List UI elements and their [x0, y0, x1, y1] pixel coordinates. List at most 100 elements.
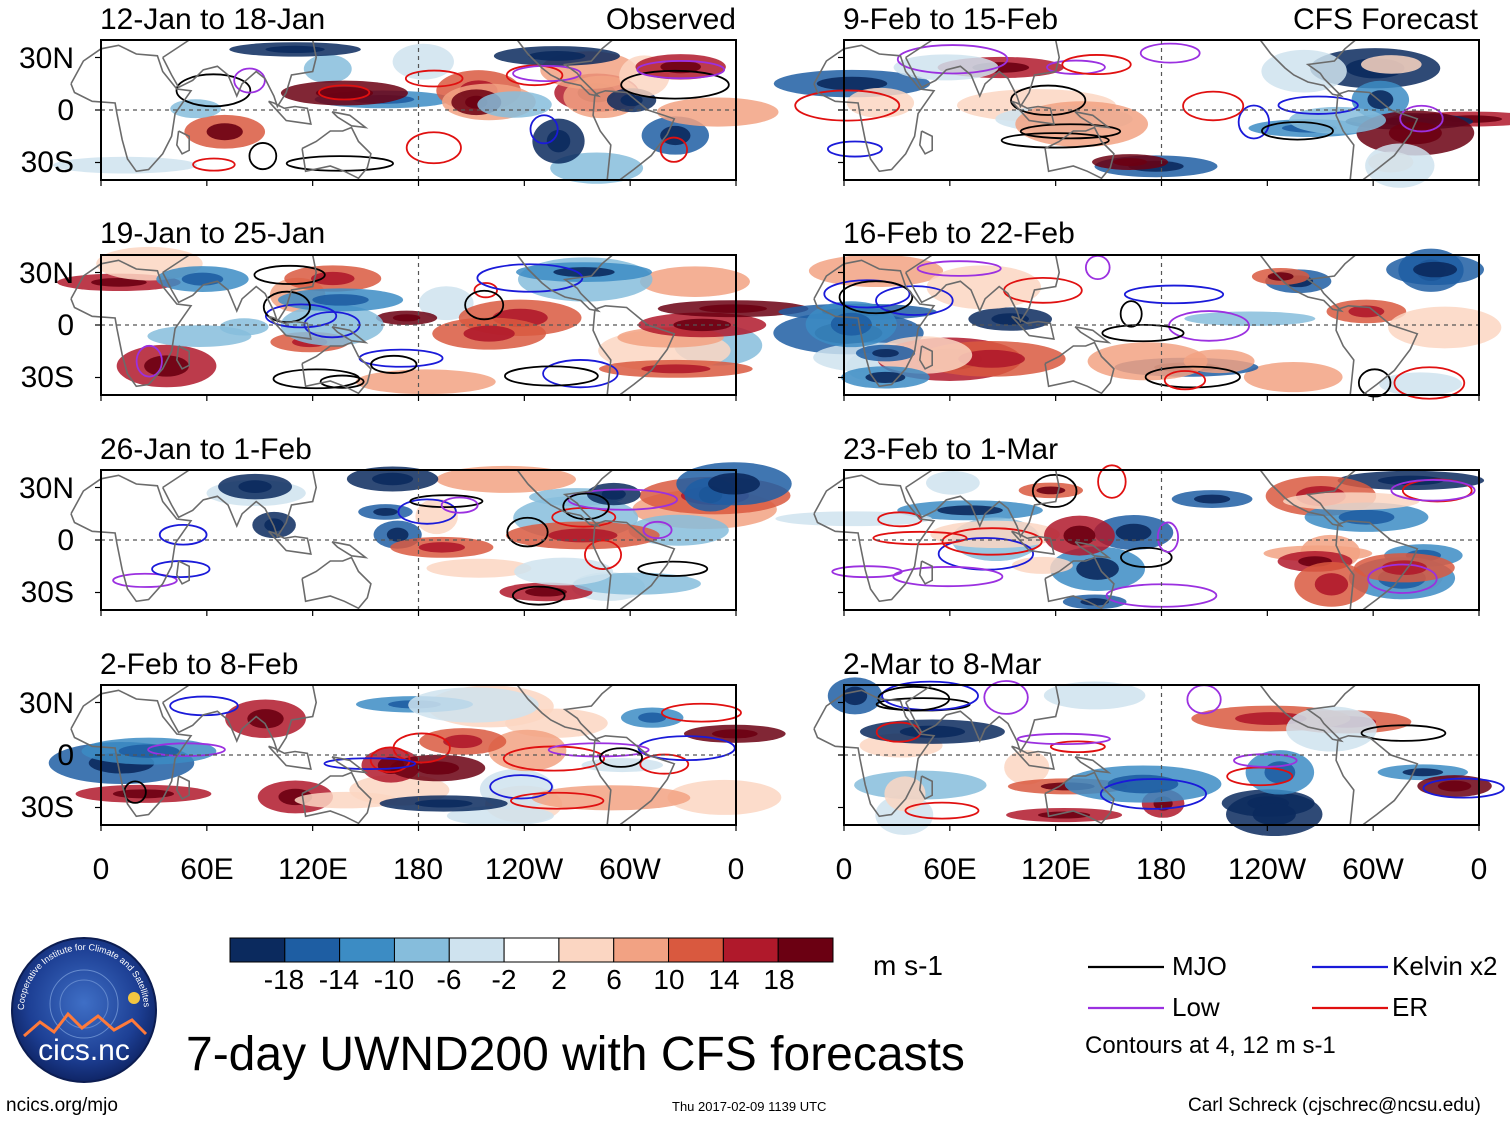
contour-line	[476, 263, 584, 293]
coastline	[515, 684, 615, 743]
contour-line	[904, 801, 980, 820]
anomaly-core	[443, 734, 483, 749]
contour-line	[473, 282, 498, 299]
anomaly-blob	[550, 152, 644, 184]
contour-line	[112, 572, 178, 588]
anomaly-blob	[446, 805, 554, 826]
coastline	[175, 560, 190, 585]
contour-line	[1390, 479, 1476, 502]
contour-line	[1016, 732, 1111, 746]
anomaly-blob	[1043, 681, 1146, 710]
map-panel-2	[57, 246, 809, 401]
colorbar-tick: -2	[491, 964, 517, 995]
panel-frame	[100, 469, 737, 611]
anomaly-blob	[1388, 306, 1502, 349]
anomaly-core	[1402, 768, 1444, 777]
contour-line	[1097, 464, 1127, 499]
colorbar-tick: -10	[373, 964, 415, 995]
contour-line	[285, 155, 394, 172]
coastline	[918, 560, 934, 585]
coastline	[918, 130, 934, 155]
coastline	[70, 474, 193, 603]
website-link[interactable]: ncics.org/mjo	[6, 1095, 118, 1116]
coastline	[1011, 315, 1055, 340]
contour-line	[1010, 84, 1087, 116]
lat-label-30n: 30N	[18, 42, 74, 75]
coastline	[175, 775, 190, 800]
contour-line	[1393, 366, 1466, 400]
lon-label-60e: 60E	[923, 853, 977, 886]
contour-line	[659, 136, 689, 163]
colorbar-swatch	[393, 937, 450, 963]
panel-title-7: 23-Feb to 1-Mar	[843, 433, 1059, 466]
anomaly-core	[1381, 560, 1428, 576]
contour-line	[248, 142, 278, 171]
panel-title-2: 19-Jan to 25-Jan	[100, 217, 326, 250]
anomaly-blob	[436, 465, 577, 493]
contour-line	[1123, 284, 1225, 305]
contour-line	[875, 285, 954, 316]
contour-line	[510, 791, 605, 810]
lat-label-0: 0	[57, 94, 74, 127]
contour-line	[547, 742, 650, 758]
contour-line	[135, 344, 163, 378]
anomaly-core	[1107, 774, 1179, 794]
mask	[754, 655, 842, 855]
anomaly-core	[525, 587, 567, 597]
anomaly-blob	[1261, 49, 1347, 93]
contour-line	[916, 260, 1002, 277]
anomaly-core	[1112, 158, 1148, 166]
anomaly-core	[91, 277, 147, 287]
colorbar-swatch	[777, 937, 834, 963]
colorbar-tick: -18	[263, 964, 305, 995]
contour-line	[1019, 123, 1122, 140]
contour-line	[1237, 104, 1270, 140]
anomaly-core	[660, 125, 691, 146]
contour-line	[1261, 121, 1334, 141]
coastline	[1074, 111, 1112, 129]
coastline	[592, 89, 676, 181]
coastline	[918, 775, 934, 800]
lon-label-180: 180	[1135, 853, 1187, 886]
map-panel-8	[813, 677, 1505, 837]
contour-line	[838, 280, 914, 315]
contour-line	[823, 279, 911, 309]
anomaly-core	[641, 364, 711, 374]
contour-line	[405, 131, 462, 165]
coastline	[301, 126, 372, 180]
anomaly-blob	[1243, 361, 1343, 393]
anomaly-core	[1115, 523, 1152, 542]
anomaly-core	[1080, 598, 1109, 606]
coastline	[1044, 771, 1115, 825]
coastline	[515, 39, 615, 98]
contour-line	[151, 560, 211, 579]
colorbar-swatch	[722, 937, 779, 963]
coastline	[301, 771, 372, 825]
anomaly-core	[546, 129, 571, 153]
contour-line	[1182, 90, 1245, 122]
anomaly-core	[312, 294, 369, 306]
anomaly-core	[373, 508, 398, 516]
anomaly-core	[206, 123, 243, 141]
anomaly-core	[1267, 272, 1294, 281]
observed-label: Observed	[605, 3, 736, 36]
anomaly-blob	[667, 779, 782, 815]
contour-line	[660, 702, 742, 723]
panel-title-4: 2-Feb to 8-Feb	[100, 648, 299, 681]
anomaly-core	[265, 45, 325, 53]
coastline	[1011, 100, 1055, 125]
contour-line	[642, 520, 673, 540]
anomaly-blob	[808, 254, 944, 288]
anomaly-blob	[303, 54, 352, 84]
coastline	[1044, 556, 1115, 610]
contour-line	[1031, 474, 1078, 508]
map-panel-7	[775, 464, 1485, 616]
anomaly-blob	[418, 286, 474, 321]
colorbar-swatch	[613, 937, 670, 963]
lat-label-0: 0	[57, 309, 74, 342]
contour-line	[941, 527, 1043, 556]
contour-line	[1099, 778, 1208, 810]
lon-label-0: 0	[835, 853, 853, 886]
coastline	[268, 745, 312, 770]
